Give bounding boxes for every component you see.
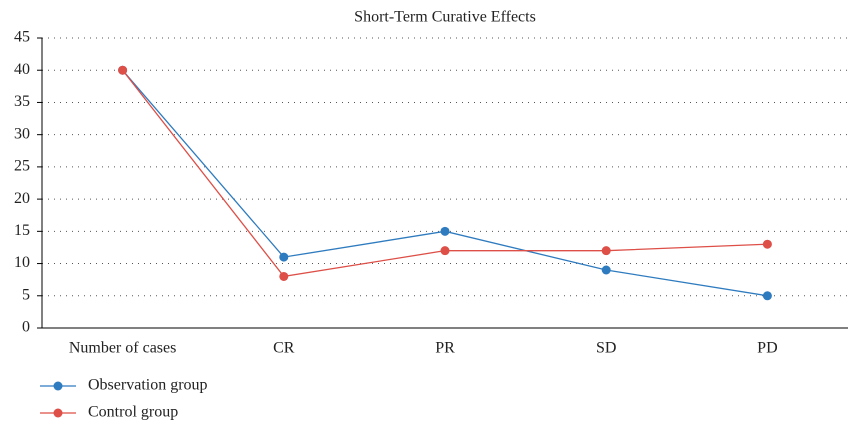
series-line — [122, 69, 768, 278]
y-tick-label: 35 — [14, 93, 30, 110]
legend-marker — [53, 408, 63, 418]
x-tick-label: PR — [435, 340, 455, 357]
y-tick-label: 5 — [22, 286, 30, 303]
y-tick-label: 40 — [14, 61, 30, 78]
x-tick-label: CR — [273, 340, 295, 357]
data-point — [440, 226, 450, 236]
data-point — [279, 271, 289, 281]
y-tick-label: 0 — [22, 319, 30, 336]
legend-label: Observation group — [88, 377, 208, 394]
data-point — [601, 265, 611, 275]
x-tick-label: SD — [596, 340, 616, 357]
series-line — [122, 69, 768, 297]
data-point — [762, 239, 772, 249]
y-tick-label: 30 — [14, 125, 30, 142]
y-tick-label: 10 — [14, 254, 30, 271]
data-point — [440, 246, 450, 256]
chart-title: Short-Term Curative Effects — [354, 9, 536, 26]
y-tick-label: 20 — [14, 190, 30, 207]
y-tick-label: 15 — [14, 222, 30, 239]
data-point — [279, 252, 289, 262]
data-point — [601, 246, 611, 256]
x-tick-label: PD — [757, 340, 777, 357]
legend-marker — [53, 381, 63, 391]
legend-label: Control group — [88, 404, 178, 421]
data-point — [118, 65, 128, 75]
x-tick-label: Number of cases — [69, 340, 177, 357]
y-tick-label: 45 — [14, 29, 30, 46]
data-point — [762, 291, 772, 301]
y-tick-label: 25 — [14, 158, 30, 175]
